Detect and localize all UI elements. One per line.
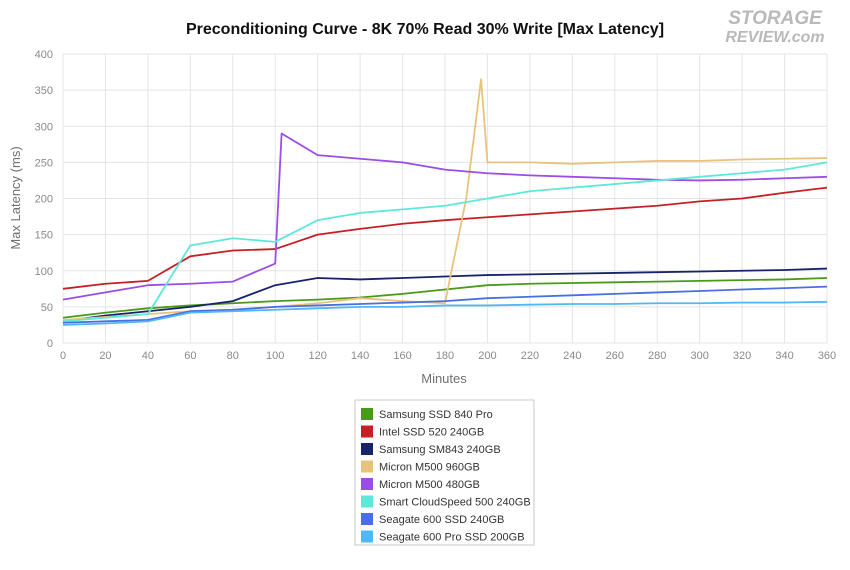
- series-line-7: [62, 300, 828, 326]
- legend: Samsung SSD 840 Pro Intel SSD 520 240GB Sa…: [354, 399, 535, 546]
- y-tick-label: 150: [35, 230, 53, 242]
- x-tick-label: 40: [142, 350, 154, 362]
- legend-swatch: [361, 443, 373, 455]
- y-tick-label: 200: [35, 194, 53, 206]
- series-line-0: [62, 277, 828, 319]
- y-tick-label: 0: [47, 338, 53, 350]
- y-axis-ticks: 0 50 100 150 200 250 300 350 400: [35, 49, 53, 350]
- legend-label: Micron M500 480GB: [379, 479, 480, 491]
- x-axis-ticks: 0 20 40 60 80 100 120 140 160 180 200 220 240 260 280 3…: [60, 350, 836, 362]
- series-line-6: [62, 285, 828, 324]
- x-tick-label: 340: [775, 350, 793, 362]
- legend-label: Seagate 600 SSD 240GB: [379, 514, 504, 526]
- legend-swatch: [361, 495, 373, 508]
- x-tick-label: 220: [521, 350, 539, 362]
- y-axis-label: Max Latency (ms): [8, 146, 23, 249]
- legend-swatch: [361, 460, 373, 473]
- x-tick-label: 100: [266, 350, 284, 362]
- chart-title: Preconditioning Curve - 8K 70% Read 30% …: [186, 21, 664, 38]
- x-tick-label: 140: [351, 350, 369, 362]
- legend-label: Micron M500 960GB: [379, 462, 480, 474]
- legend-label: Samsung SSD 840 Pro: [379, 409, 493, 421]
- x-tick-label: 320: [733, 350, 751, 362]
- series-line-4: [62, 132, 828, 301]
- legend-swatch: [361, 513, 373, 525]
- series-line-1: [62, 186, 828, 290]
- x-axis-label: Minutes: [421, 371, 467, 386]
- legend-label: Smart CloudSpeed 500 240GB: [379, 497, 531, 509]
- series-lines: [62, 78, 828, 326]
- y-tick-label: 350: [35, 85, 53, 97]
- y-tick-label: 400: [35, 49, 53, 61]
- grid: [62, 53, 828, 344]
- storagereview-logo: STORAGE REVIEW.com: [725, 8, 824, 46]
- logo-line2: REVIEW.com: [725, 29, 824, 46]
- logo-line1: STORAGE: [728, 8, 823, 29]
- x-tick-label: 160: [393, 350, 411, 362]
- x-tick-label: 80: [227, 350, 239, 362]
- legend-label: Samsung SM843 240GB: [379, 444, 501, 456]
- legend-label: Intel SSD 520 240GB: [379, 427, 484, 439]
- x-tick-label: 260: [606, 350, 624, 362]
- legend-swatch: [361, 530, 373, 543]
- y-tick-label: 300: [35, 121, 53, 133]
- y-tick-label: 100: [35, 266, 53, 278]
- x-tick-label: 20: [99, 350, 111, 362]
- x-tick-label: 280: [648, 350, 666, 362]
- x-tick-label: 180: [436, 350, 454, 362]
- legend-label: Seagate 600 Pro SSD 200GB: [379, 532, 525, 544]
- x-tick-label: 360: [818, 350, 836, 362]
- x-tick-label: 0: [60, 350, 66, 362]
- x-tick-label: 300: [690, 350, 708, 362]
- series-line-5: [62, 161, 828, 323]
- x-tick-label: 60: [184, 350, 196, 362]
- legend-swatch: [361, 425, 373, 438]
- x-tick-label: 120: [308, 350, 326, 362]
- y-tick-label: 250: [35, 157, 53, 169]
- x-tick-label: 240: [563, 350, 581, 362]
- x-tick-label: 200: [478, 350, 496, 362]
- legend-swatch: [361, 408, 373, 420]
- legend-box: [354, 399, 535, 546]
- legend-swatch: [361, 478, 373, 490]
- series-line-2: [62, 267, 828, 323]
- y-tick-label: 50: [41, 302, 53, 314]
